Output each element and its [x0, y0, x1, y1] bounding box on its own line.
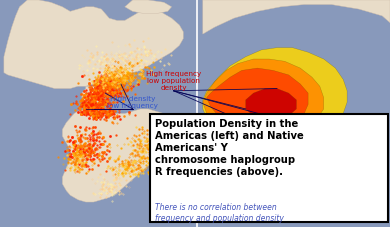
Bar: [150, 114, 388, 222]
Polygon shape: [203, 48, 347, 148]
Polygon shape: [207, 68, 308, 129]
Text: High frequency
low population
density: High frequency low population density: [146, 71, 201, 91]
Polygon shape: [203, 59, 324, 138]
Polygon shape: [62, 109, 172, 202]
Polygon shape: [125, 0, 172, 14]
Text: There is no correlation between
frequency and population density: There is no correlation between frequenc…: [155, 203, 284, 223]
Text: High density
low frequency: High density low frequency: [107, 96, 158, 109]
Polygon shape: [82, 86, 105, 109]
Polygon shape: [246, 89, 296, 120]
Polygon shape: [203, 0, 390, 34]
Polygon shape: [4, 0, 183, 89]
Text: Population Density in the
Americas (left) and Native
Americans' Y
chromosome hap: Population Density in the Americas (left…: [155, 119, 303, 177]
